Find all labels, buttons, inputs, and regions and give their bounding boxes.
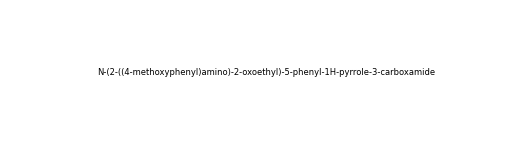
Text: N-(2-((4-methoxyphenyl)amino)-2-oxoethyl)-5-phenyl-1H-pyrrole-3-carboxamide: N-(2-((4-methoxyphenyl)amino)-2-oxoethyl… xyxy=(97,68,435,77)
